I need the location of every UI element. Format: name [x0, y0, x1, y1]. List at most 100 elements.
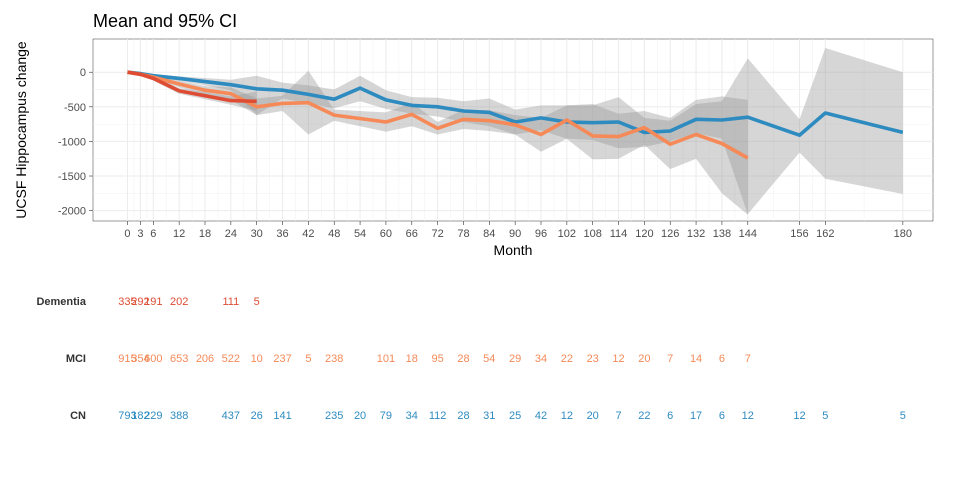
count-label: 31: [483, 410, 495, 422]
count-label: 111: [222, 296, 239, 308]
x-tick-label: 72: [431, 228, 443, 240]
count-label: 5: [822, 410, 828, 422]
x-tick-label: 102: [558, 228, 576, 240]
grid-lines: [93, 39, 933, 221]
count-label: 12: [612, 353, 624, 365]
count-label: 141: [273, 410, 291, 422]
count-label: 191: [144, 296, 162, 308]
count-label: 42: [535, 410, 547, 422]
x-tick-label: 36: [276, 228, 288, 240]
x-tick-label: 108: [584, 228, 602, 240]
count-label: 28: [457, 410, 469, 422]
count-label: 26: [251, 410, 263, 422]
count-label: 34: [535, 353, 547, 365]
x-tick-label: 114: [610, 228, 628, 240]
x-tick-label: 42: [302, 228, 314, 240]
count-label: 12: [793, 410, 805, 422]
count-label: 10: [251, 353, 263, 365]
count-label: 388: [170, 410, 188, 422]
x-tick-label: 138: [713, 228, 731, 240]
count-label: 915: [118, 353, 136, 365]
count-label: 95: [431, 353, 443, 365]
mean-line-mci: [127, 70, 749, 160]
x-tick-label: 180: [894, 228, 912, 240]
mean-lines: [127, 70, 904, 160]
y-tick-label: -1500: [58, 171, 86, 183]
x-tick-label: 162: [816, 228, 834, 240]
count-label: 6: [719, 410, 725, 422]
count-label: 7: [615, 410, 621, 422]
count-label: 29: [509, 353, 521, 365]
count-label: 54: [483, 353, 495, 365]
x-tick-label: 90: [509, 228, 521, 240]
count-label: 7: [667, 353, 673, 365]
count-label: 17: [690, 410, 702, 422]
count-label: 238: [325, 353, 343, 365]
count-label: 354: [131, 353, 149, 365]
count-label: 22: [638, 410, 650, 422]
count-label: 12: [561, 410, 573, 422]
x-tick-label: 60: [380, 228, 392, 240]
y-axis-title: UCSF Hippocampus change: [13, 41, 29, 219]
group-label-cn: CN: [70, 410, 86, 422]
count-label: 229: [144, 410, 162, 422]
ci-band-cn: [127, 48, 903, 215]
count-label: 522: [222, 353, 240, 365]
x-tick-label: 66: [406, 228, 418, 240]
count-label: 237: [273, 353, 291, 365]
count-label: 6: [667, 410, 673, 422]
count-label: 437: [222, 410, 240, 422]
x-axis-ticks: 0 3 6 12 18 24 30 36 42 48 54 60 66 72 78 84 90 96 102 108 1…: [124, 221, 912, 240]
x-tick-label: 144: [739, 228, 757, 240]
x-tick-label: 54: [354, 228, 366, 240]
count-label: 5: [305, 353, 311, 365]
x-tick-label: 120: [635, 228, 653, 240]
count-label: 5: [254, 296, 260, 308]
x-tick-label: 30: [251, 228, 263, 240]
count-label: 20: [354, 410, 366, 422]
chart-title: Mean and 95% CI: [93, 11, 237, 31]
group-label-dementia: Dementia: [36, 296, 86, 308]
x-tick-label: 18: [199, 228, 211, 240]
x-tick-label: 48: [328, 228, 340, 240]
count-label: 600: [144, 353, 162, 365]
count-label: 202: [170, 296, 188, 308]
count-label: 182: [131, 410, 149, 422]
count-label: 292: [131, 296, 149, 308]
x-tick-label: 0: [124, 228, 130, 240]
count-label: 14: [690, 353, 702, 365]
x-tick-label: 78: [457, 228, 469, 240]
y-tick-label: 0: [80, 67, 86, 79]
plot-panel: [92, 38, 934, 222]
x-tick-label: 3: [137, 228, 143, 240]
x-tick-label: 132: [687, 228, 705, 240]
count-label: 206: [196, 353, 214, 365]
x-tick-label: 96: [535, 228, 547, 240]
x-tick-label: 12: [173, 228, 185, 240]
count-label: 28: [457, 353, 469, 365]
count-label: 235: [325, 410, 343, 422]
count-label: 6: [719, 353, 725, 365]
group-label-mci: MCI: [66, 353, 86, 365]
y-tick-label: -1000: [58, 136, 86, 148]
count-label: 34: [406, 410, 418, 422]
y-tick-label: -2000: [58, 206, 86, 218]
count-label: 79: [380, 410, 392, 422]
count-label: 101: [377, 353, 395, 365]
x-axis-title: Month: [494, 242, 533, 258]
x-tick-label: 84: [483, 228, 495, 240]
count-label: 23: [587, 353, 599, 365]
count-label: 12: [742, 410, 754, 422]
count-label: 335: [118, 296, 136, 308]
count-label: 653: [170, 353, 188, 365]
count-label: 7: [745, 353, 751, 365]
mean-line-dementia: [127, 70, 257, 104]
count-label: 112: [429, 410, 447, 422]
count-label: 18: [406, 353, 418, 365]
x-tick-label: 24: [225, 228, 237, 240]
x-tick-label: 156: [790, 228, 808, 240]
count-label: 20: [587, 410, 599, 422]
count-label: 22: [561, 353, 573, 365]
